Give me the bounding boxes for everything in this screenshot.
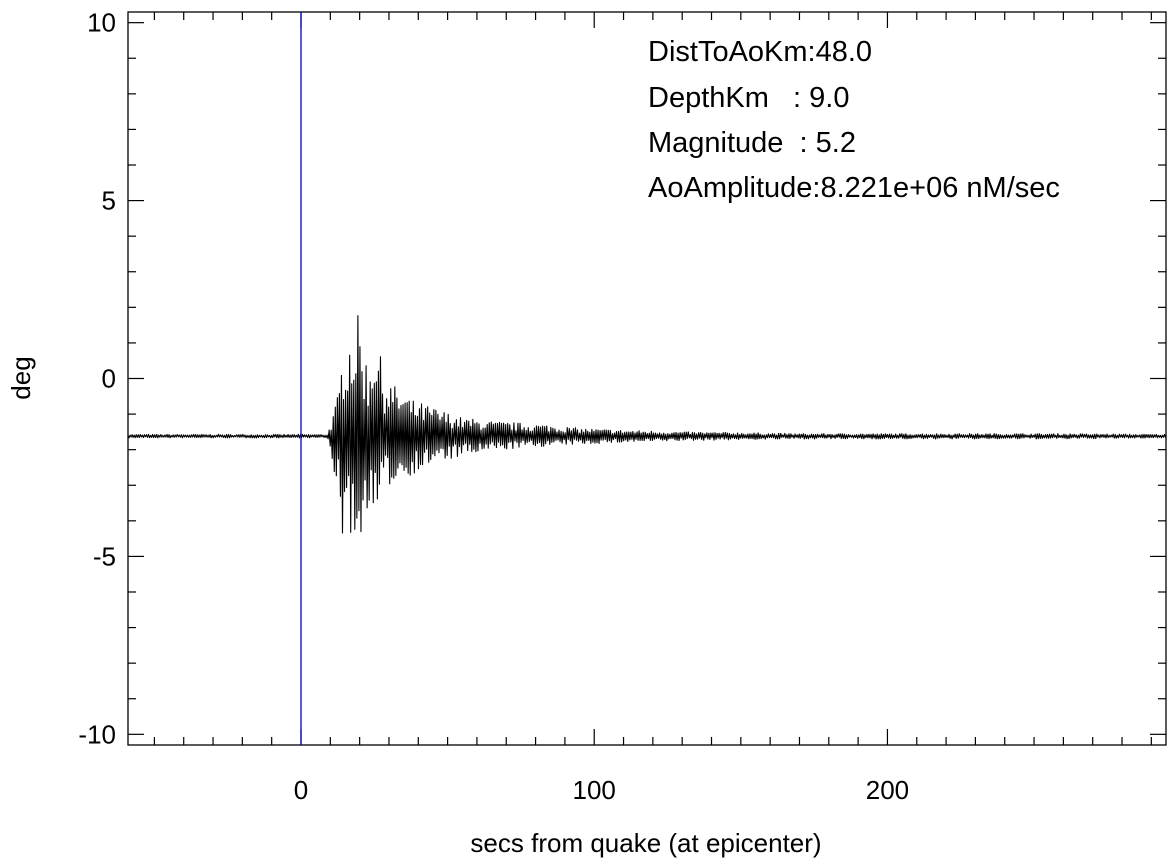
- x-tick-label: 100: [573, 775, 616, 805]
- plot-border: [127, 11, 1167, 746]
- y-tick-label: 0: [102, 364, 116, 394]
- annotation-depth: DepthKm : 9.0: [648, 82, 850, 114]
- annotation-distance: DistToAoKm:48.0: [648, 36, 872, 68]
- x-axis-title: secs from quake (at epicenter): [470, 828, 821, 858]
- y-axis-title: deg: [6, 356, 36, 399]
- plot-frame: [127, 11, 1167, 746]
- x-tick-label: 200: [866, 775, 909, 805]
- y-tick-label: 10: [87, 8, 116, 38]
- annotation-amplitude: AoAmplitude:8.221e+06 nM/sec: [648, 172, 1060, 204]
- y-axis-ticks: 10 5 0 -5 -10: [78, 8, 1166, 749]
- x-tick-label: 0: [294, 775, 308, 805]
- annotation-magnitude: Magnitude : 5.2: [648, 127, 856, 159]
- y-tick-label: -5: [93, 541, 116, 571]
- y-tick-label: -10: [78, 719, 116, 749]
- y-tick-label: 5: [102, 186, 116, 216]
- waveform-series: [127, 315, 1167, 534]
- waveform-trace: [127, 315, 1167, 534]
